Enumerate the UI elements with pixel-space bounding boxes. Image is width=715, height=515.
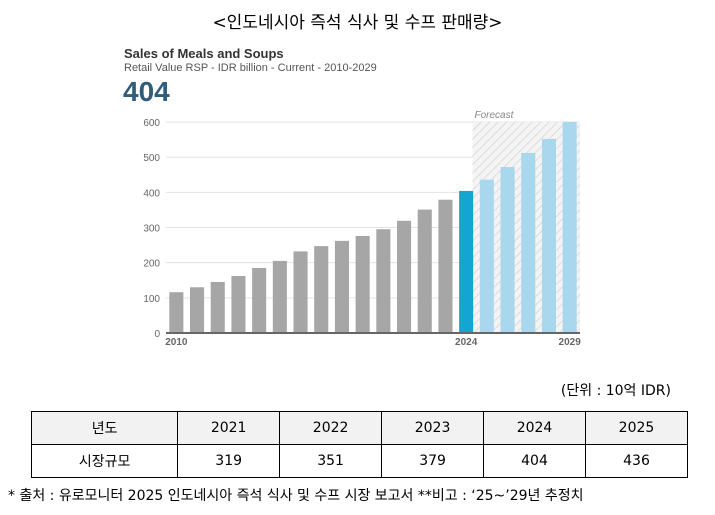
y-tick-label: 500 — [143, 153, 160, 164]
table-year-cell: 2024 — [483, 411, 586, 445]
y-tick-label: 600 — [143, 118, 160, 129]
chart-subtitle: Retail Value RSP - IDR billion - Current… — [124, 62, 377, 74]
table-value-cell: 404 — [483, 444, 586, 478]
y-tick-label: 0 — [154, 329, 160, 340]
bar-2021 — [397, 220, 412, 333]
bar-2015 — [272, 260, 287, 333]
table-value-cell: 319 — [177, 444, 281, 478]
bar-2012 — [210, 282, 225, 333]
bar-2027 — [521, 152, 536, 333]
bar-2013 — [231, 276, 246, 333]
bar-2023 — [438, 199, 453, 333]
bar-chart: 0 100 200 300 400 500 600 Forecast 2010 2024 2029 — [143, 110, 582, 348]
bar-2024 — [459, 190, 474, 333]
page-title: <인도네시아 즉석 식사 및 수프 판매량> — [212, 13, 503, 33]
table-year-cell: 2025 — [584, 411, 689, 445]
table-header-label: 년도 — [30, 411, 179, 445]
y-tick-label: 200 — [143, 259, 160, 270]
market-size-table: 년도 2021 2022 2023 2024 2025 시장규모 319 351… — [30, 411, 689, 478]
table-year-cell: 2021 — [177, 411, 281, 445]
bar-2028 — [541, 138, 556, 333]
y-tick-label: 300 — [143, 224, 160, 235]
x-tick-label: 2024 — [455, 337, 478, 348]
bar-2026 — [500, 167, 515, 333]
table-value-cell: 351 — [279, 444, 383, 478]
bar-2018 — [334, 240, 349, 333]
x-tick-label: 2029 — [559, 337, 582, 348]
bar-2014 — [252, 267, 267, 333]
table-year-cell: 2023 — [381, 411, 485, 445]
bar-2029 — [562, 122, 577, 333]
bar-2016 — [293, 251, 308, 333]
chart-highlight-value: 404 — [123, 76, 170, 107]
bar-2010 — [169, 292, 184, 333]
bar-2022 — [417, 209, 432, 333]
table-value-row: 시장규모 319 351 379 404 436 — [30, 444, 689, 478]
unit-note: (단위 : 10억 IDR) — [560, 383, 671, 399]
y-tick-label: 100 — [143, 294, 160, 305]
forecast-label: Forecast — [475, 110, 515, 121]
y-tick-label: 400 — [143, 188, 160, 199]
source-note: * 출처 : 유로모니터 2025 인도네시아 즉석 식사 및 수프 시장 보고… — [8, 488, 584, 504]
table-year-cell: 2022 — [279, 411, 383, 445]
bar-2011 — [190, 287, 205, 333]
bar-2020 — [376, 229, 391, 333]
x-tick-label: 2010 — [165, 337, 188, 348]
table-value-cell: 379 — [381, 444, 485, 478]
bar-2019 — [355, 235, 370, 333]
bar-2025 — [479, 179, 494, 333]
table-header-row: 년도 2021 2022 2023 2024 2025 — [30, 411, 689, 445]
table-value-cell: 436 — [584, 444, 689, 478]
bar-2017 — [314, 246, 329, 333]
chart-title: Sales of Meals and Soups — [124, 46, 284, 61]
table-row-label: 시장규모 — [30, 444, 179, 478]
